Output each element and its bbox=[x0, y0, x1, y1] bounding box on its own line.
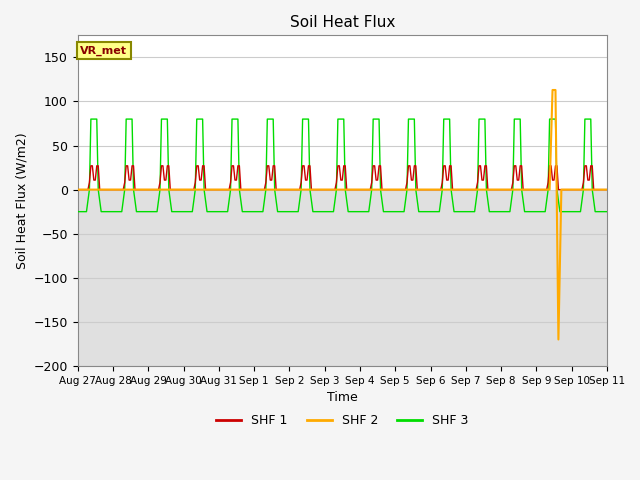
X-axis label: Time: Time bbox=[327, 391, 358, 404]
Legend: SHF 1, SHF 2, SHF 3: SHF 1, SHF 2, SHF 3 bbox=[211, 409, 473, 432]
Bar bbox=[77, 36, 607, 190]
Bar bbox=[77, 190, 607, 366]
Text: VR_met: VR_met bbox=[80, 45, 127, 56]
Title: Soil Heat Flux: Soil Heat Flux bbox=[290, 15, 395, 30]
Y-axis label: Soil Heat Flux (W/m2): Soil Heat Flux (W/m2) bbox=[15, 132, 28, 269]
